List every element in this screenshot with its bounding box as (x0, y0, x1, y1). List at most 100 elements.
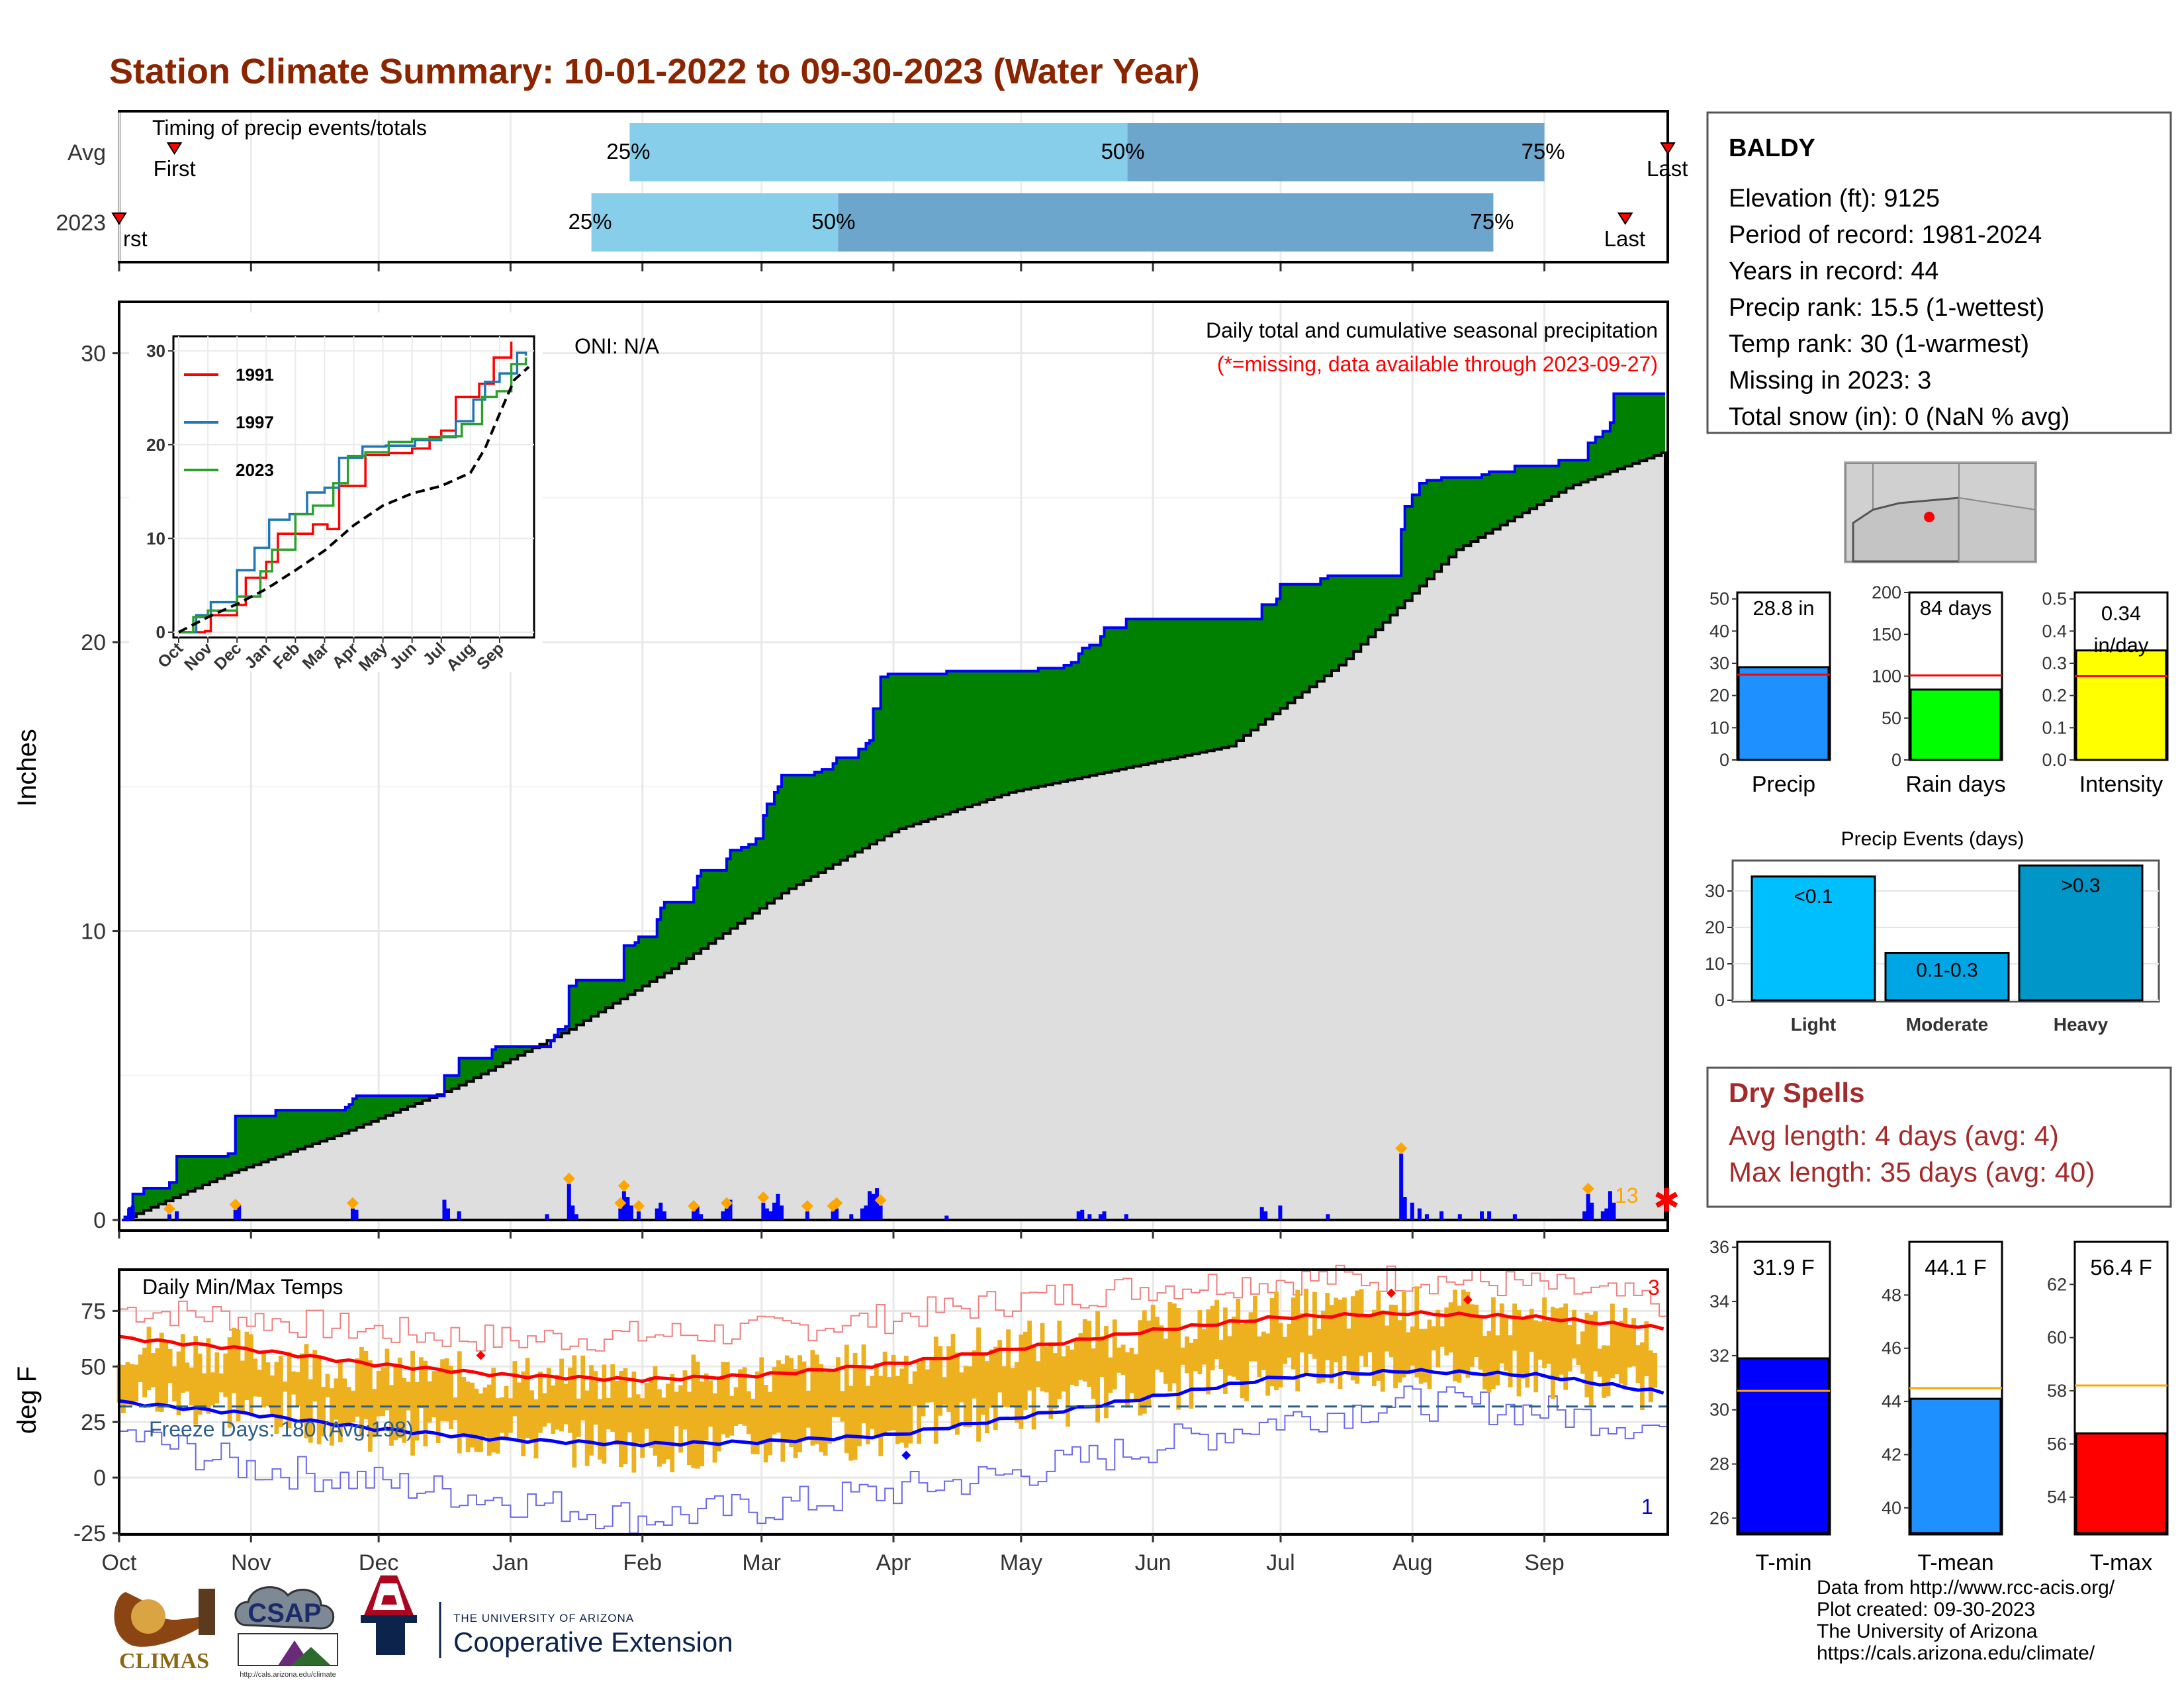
daily-temp-bar (1388, 1304, 1394, 1358)
heavy-event-marker (831, 1197, 843, 1209)
daily-precip-bar (1608, 1191, 1612, 1220)
daily-temp-bar (1521, 1319, 1525, 1379)
daily-precip-bar (237, 1205, 242, 1220)
heavy-event-marker (688, 1199, 700, 1212)
daily-temp-bar (1414, 1286, 1420, 1378)
daily-temp-bar (903, 1356, 909, 1448)
last-event-marker (1660, 142, 1676, 155)
daily-temp-bar (1129, 1347, 1134, 1393)
month-label: Feb (623, 1550, 662, 1575)
daily-temp-bar (202, 1373, 206, 1407)
ua-logo: THE UNIVERSITY OF ARIZONA Cooperative Ex… (361, 1575, 733, 1658)
timing-p25-label: 25% (569, 209, 612, 234)
temp-ytick-label: -25 (73, 1521, 106, 1546)
daily-temp-bar (1397, 1320, 1402, 1383)
daily-temp-bar (793, 1368, 798, 1458)
daily-temp-bar (1525, 1315, 1530, 1388)
daily-precip-bar (1278, 1205, 1283, 1220)
timing-p50-label: 50% (811, 209, 855, 234)
daily-temp-bar (908, 1383, 913, 1444)
daily-temp-bar (444, 1358, 449, 1422)
daily-temp-bar (159, 1333, 164, 1412)
daily-temp-bar (1359, 1289, 1364, 1356)
temp-summary-ytick-label: 54 (2047, 1487, 2067, 1507)
temp-summary-t-mean: 40 42 44 46 48 44.1 F T-mean (1882, 1241, 2003, 1575)
daily-temp-bar (700, 1381, 705, 1467)
daily-temp-bar (546, 1368, 551, 1423)
daily-temp-bar (1342, 1297, 1347, 1356)
daily-precip-bar (175, 1211, 179, 1220)
daily-temp-bar (1644, 1321, 1649, 1376)
ua-line1: THE UNIVERSITY OF ARIZONA (453, 1612, 634, 1624)
summary-value-bar (2075, 649, 2167, 761)
daily-temp-bar (1061, 1356, 1066, 1392)
daily-temp-bar (470, 1382, 475, 1448)
temp-ylabel: deg F (13, 1366, 42, 1434)
daily-temp-bar (1435, 1309, 1441, 1368)
daily-temp-bar (1099, 1336, 1105, 1378)
daily-temp-bar (950, 1334, 956, 1430)
first-event-label: rst (123, 226, 148, 251)
daily-temp-bar (1069, 1349, 1075, 1385)
month-label: Oct (102, 1550, 137, 1575)
daily-temp-bar (806, 1390, 811, 1428)
daily-temp-bar (848, 1385, 854, 1461)
daily-temp-bar (1495, 1335, 1500, 1385)
daily-temp-bar (1338, 1299, 1343, 1389)
daily-temp-bar (1465, 1291, 1471, 1378)
daily-temp-bar (1320, 1311, 1326, 1383)
daily-temp-bar (1104, 1326, 1109, 1419)
daily-temp-bar (657, 1389, 662, 1467)
daily-temp-bar (1474, 1304, 1479, 1357)
daily-temp-bar (533, 1399, 539, 1459)
daily-temp-bar (1283, 1336, 1287, 1364)
daily-precip-bar (567, 1184, 571, 1220)
summary-ytick-label: 10 (1709, 718, 1729, 737)
last-event-label: Last (1647, 156, 1688, 181)
daily-temp-bar (665, 1383, 670, 1460)
timing-bar-q1 (629, 123, 1128, 181)
temp-summary-bar (1909, 1397, 2002, 1534)
temp-summary-name: T-max (2090, 1550, 2152, 1575)
summary-value-bar (1909, 688, 2002, 761)
timing-row-avg: Avg (68, 140, 106, 165)
daily-temp-bar (1095, 1311, 1100, 1423)
daily-temp-bar (1512, 1303, 1517, 1351)
daily-temp-bar (747, 1391, 751, 1434)
daily-temp-bar (1551, 1307, 1555, 1399)
daily-precip-bar (805, 1211, 809, 1220)
daily-precip-bar (130, 1205, 135, 1220)
daily-temp-bar (1031, 1345, 1036, 1430)
daily-temp-bar (1363, 1315, 1368, 1367)
daily-precip-bar (1326, 1214, 1330, 1220)
inset-ytick-label: 20 (146, 435, 165, 455)
daily-temp-bar (449, 1366, 453, 1430)
daily-temp-bar (1542, 1297, 1547, 1368)
daily-temp-bar (274, 1362, 279, 1434)
daily-precip-bar (849, 1214, 854, 1220)
daily-temp-bar (1146, 1320, 1152, 1405)
daily-temp-bar (474, 1388, 479, 1452)
daily-temp-bar (1631, 1318, 1636, 1366)
daily-temp-bar (321, 1386, 326, 1437)
main-precip-chart: 0 10 20 30 Inches ONI: N/A Daily total and … (13, 263, 1680, 1233)
daily-temp-bar (308, 1379, 313, 1443)
summary-bar-precip: 0 10 20 30 40 50 28.8 in Precip (1709, 589, 1831, 797)
daily-precip-bar (864, 1205, 868, 1220)
inset-series-1991 (179, 342, 513, 633)
daily-temp-bar (1653, 1352, 1658, 1388)
daily-temp-bar (504, 1385, 509, 1437)
month-label: Aug (1392, 1550, 1433, 1575)
daily-temp-bar (593, 1371, 598, 1425)
daily-temp-bar (810, 1350, 815, 1446)
daily-temp-bar (555, 1374, 560, 1430)
daily-precip-bar (621, 1191, 626, 1220)
daily-temp-bar (836, 1357, 841, 1417)
inset-ytick-label: 0 (156, 622, 165, 642)
daily-temp-bar (772, 1367, 777, 1435)
freeze-days-label: Freeze Days: 180 (Avg:198) (149, 1417, 414, 1441)
timing-bar-q2 (838, 193, 1494, 252)
daily-temp-bar (432, 1371, 437, 1418)
daily-temp-bar (623, 1368, 628, 1464)
daily-temp-bar (1537, 1321, 1543, 1360)
